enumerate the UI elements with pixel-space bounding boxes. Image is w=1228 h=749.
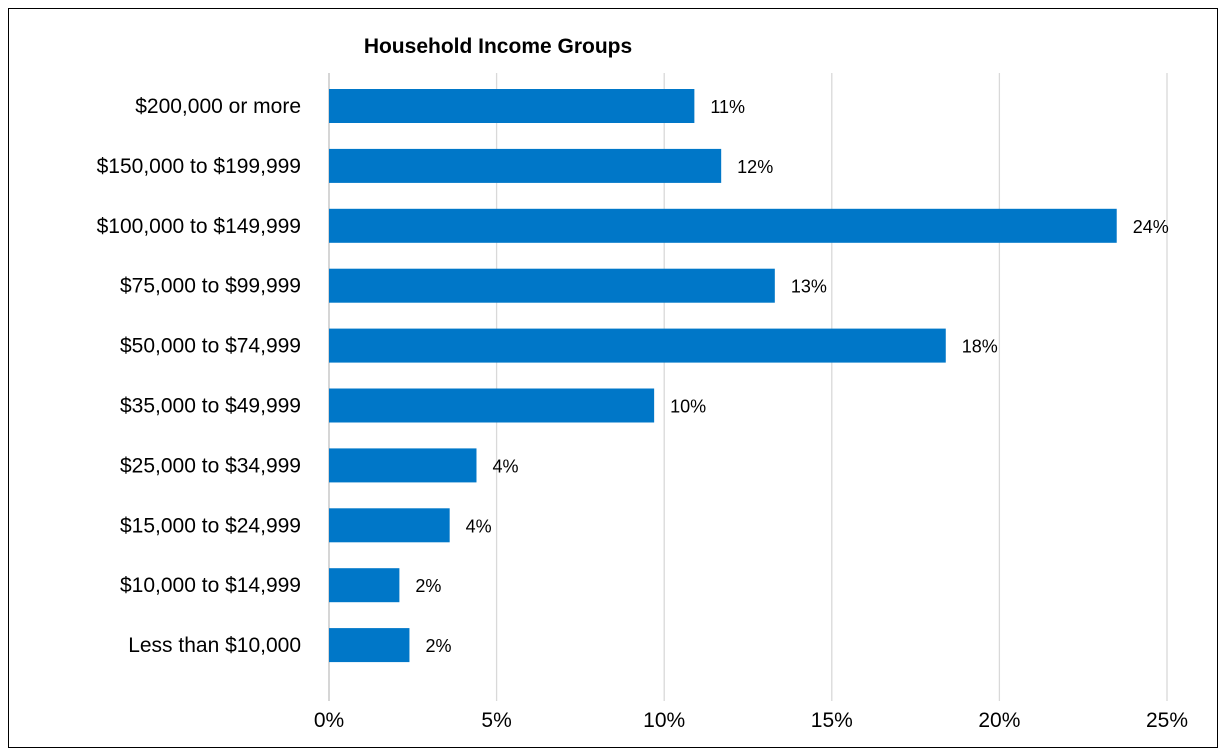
bar <box>329 388 655 423</box>
x-tick-label: 0% <box>314 709 344 732</box>
data-label: 13% <box>791 277 827 297</box>
x-tick-label: 20% <box>978 709 1020 732</box>
data-label: 4% <box>466 516 492 536</box>
data-label: 18% <box>962 337 998 357</box>
category-label: $10,000 to $14,999 <box>120 574 301 597</box>
bar <box>329 448 477 483</box>
bar <box>329 208 1117 243</box>
category-label: $15,000 to $24,999 <box>120 514 301 537</box>
category-label: $50,000 to $74,999 <box>120 335 301 358</box>
bar <box>329 508 450 543</box>
bar <box>329 628 410 663</box>
data-label: 2% <box>415 576 441 596</box>
category-label: Less than $10,000 <box>128 634 301 657</box>
x-tick-labels: 0% 5% 10% 15% 20% 25% <box>314 709 1188 732</box>
data-label: 24% <box>1133 217 1169 237</box>
x-tick-label: 25% <box>1146 709 1188 732</box>
category-label: $25,000 to $34,999 <box>120 454 301 477</box>
bar <box>329 148 722 183</box>
x-tick-label: 5% <box>481 709 511 732</box>
category-label: $100,000 to $149,999 <box>97 215 301 238</box>
bar <box>329 568 400 603</box>
data-label: 2% <box>425 636 451 656</box>
household-income-bar-chart: Household Income Groups $200,000 or more… <box>97 35 1188 732</box>
bar <box>329 268 775 303</box>
bar <box>329 328 946 363</box>
x-tick-label: 10% <box>643 709 685 732</box>
data-label: 10% <box>670 397 706 417</box>
category-label: $200,000 or more <box>135 95 301 118</box>
category-label: $75,000 to $99,999 <box>120 275 301 298</box>
bar <box>329 89 695 123</box>
category-labels: $200,000 or more $150,000 to $199,999 $100… <box>97 95 301 657</box>
category-label: $150,000 to $199,999 <box>97 155 301 178</box>
data-label: 11% <box>710 97 745 117</box>
data-label: 4% <box>492 456 518 476</box>
chart-frame: Household Income Groups $200,000 or more… <box>8 8 1218 748</box>
x-tick-label: 15% <box>811 709 853 732</box>
data-label: 12% <box>737 157 773 177</box>
category-label: $35,000 to $49,999 <box>120 395 301 418</box>
chart-title: Household Income Groups <box>364 35 632 58</box>
bars <box>329 89 1117 663</box>
data-labels: 11% 12% 24% 13% 18% 10% 4% 4% 2% 2% <box>415 97 1168 656</box>
